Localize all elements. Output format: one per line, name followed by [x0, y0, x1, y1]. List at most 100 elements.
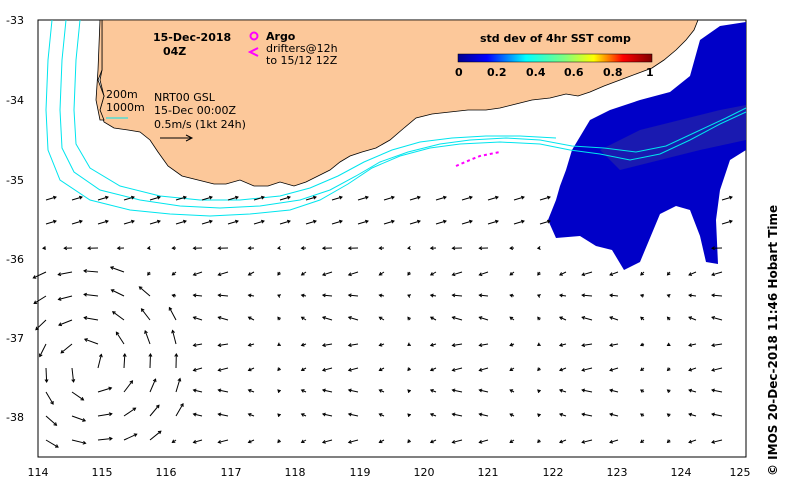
- current-vector-head: [217, 293, 222, 298]
- current-vector: [581, 316, 593, 321]
- current-vector: [218, 439, 229, 443]
- current-vector-head: [416, 219, 421, 224]
- current-vector: [141, 308, 151, 321]
- current-vector-head: [138, 286, 143, 290]
- current-vector-head: [52, 195, 57, 200]
- current-vector-head: [429, 367, 434, 372]
- current-vector: [357, 220, 369, 225]
- current-vector-head: [78, 195, 83, 200]
- current-vector-head: [277, 439, 281, 444]
- current-vector-head: [581, 315, 586, 320]
- lon-tick: 115: [92, 466, 113, 479]
- current-scale: 0.5m/s (1kt 24h): [154, 118, 246, 131]
- current-vector: [58, 295, 73, 300]
- current-vector: [322, 343, 333, 346]
- current-vector: [711, 316, 723, 321]
- current-vector: [559, 413, 567, 417]
- current-vector-head: [321, 367, 326, 372]
- lon-tick: 125: [730, 466, 751, 479]
- lon-tick: 120: [414, 466, 435, 479]
- current-vector: [383, 220, 395, 225]
- current-vector-head: [378, 316, 383, 321]
- current-vector-head: [442, 195, 447, 200]
- current-vector-head: [537, 342, 541, 347]
- colorbar-tick: 0.6: [564, 66, 584, 79]
- current-vector-head: [208, 219, 213, 224]
- current-vector: [609, 439, 619, 443]
- current-vector-head: [378, 342, 383, 347]
- current-datetime: 15-Dec 00:00Z: [154, 104, 236, 117]
- current-vector: [711, 367, 723, 371]
- current-vector: [581, 439, 593, 443]
- current-vector-head: [42, 246, 46, 251]
- current-vector-head: [347, 246, 352, 251]
- current-vector: [84, 317, 99, 321]
- current-vector: [559, 439, 567, 443]
- current-vector: [45, 196, 57, 201]
- current-vector-head: [180, 403, 184, 407]
- current-vector: [559, 343, 567, 346]
- current-vector-head: [378, 246, 383, 251]
- current-vector-head: [378, 272, 383, 276]
- current-vector: [582, 294, 593, 297]
- current-vector-head: [509, 367, 514, 371]
- current-vector: [149, 404, 160, 417]
- current-vector-head: [429, 293, 434, 298]
- current-vector: [357, 196, 369, 201]
- lat-ticks: -33 -34 -35 -36 -37 -38: [6, 14, 24, 424]
- current-vector-head: [429, 272, 434, 276]
- current-vector-head: [115, 331, 120, 336]
- current-vector: [322, 389, 333, 393]
- current-vector-head: [509, 271, 514, 276]
- current-vector-head: [286, 219, 291, 224]
- lon-tick: 116: [156, 466, 177, 479]
- current-vector: [227, 220, 239, 225]
- current-vector-head: [728, 219, 733, 224]
- current-vector-head: [478, 439, 483, 444]
- current-vector-head: [451, 343, 456, 348]
- current-vector-head: [451, 439, 456, 444]
- current-vector-head: [104, 195, 109, 200]
- current-vector-head: [71, 378, 76, 383]
- current-vector: [33, 271, 47, 279]
- credit-text: © IMOS 20-Dec-2018 11:46 Hobart Time: [766, 204, 780, 476]
- current-vector: [201, 220, 213, 225]
- colorbar-title: std dev of 4hr SST comp: [480, 32, 631, 45]
- current-vector-head: [478, 367, 483, 372]
- current-vector-head: [609, 439, 614, 444]
- current-vector: [175, 196, 187, 201]
- current-vector-head: [546, 195, 551, 200]
- current-vector-head: [108, 436, 113, 441]
- current-vector-head: [321, 293, 326, 298]
- current-vector: [175, 403, 184, 417]
- current-vector-head: [277, 413, 281, 418]
- current-vector: [175, 378, 181, 393]
- current-vector: [218, 367, 229, 371]
- current-vector-head: [537, 413, 541, 418]
- current-vector-head: [609, 293, 613, 298]
- current-vector-head: [378, 389, 383, 393]
- current-vector: [452, 343, 463, 346]
- current-vector-head: [182, 195, 187, 200]
- current-vector-head: [234, 195, 239, 200]
- current-vector-head: [537, 439, 541, 444]
- current-vector-head: [666, 367, 671, 372]
- drifters-line1: drifters@12h: [266, 42, 338, 55]
- current-vector-head: [57, 272, 62, 277]
- current-vector: [45, 391, 54, 405]
- current-vector: [123, 433, 137, 441]
- current-vector-head: [711, 315, 716, 320]
- current-vector: [39, 343, 47, 357]
- current-vector-head: [156, 195, 161, 200]
- current-vector: [97, 413, 112, 417]
- current-vector: [253, 220, 265, 225]
- current-vector: [383, 196, 395, 201]
- current-vector-head: [478, 272, 483, 277]
- current-vector-head: [429, 316, 434, 321]
- current-vector-head: [276, 246, 281, 250]
- current-vector-head: [416, 195, 421, 200]
- current-vector-head: [451, 272, 456, 277]
- current-vector: [711, 294, 723, 297]
- current-vector-head: [98, 353, 103, 358]
- current-vector-head: [192, 316, 197, 320]
